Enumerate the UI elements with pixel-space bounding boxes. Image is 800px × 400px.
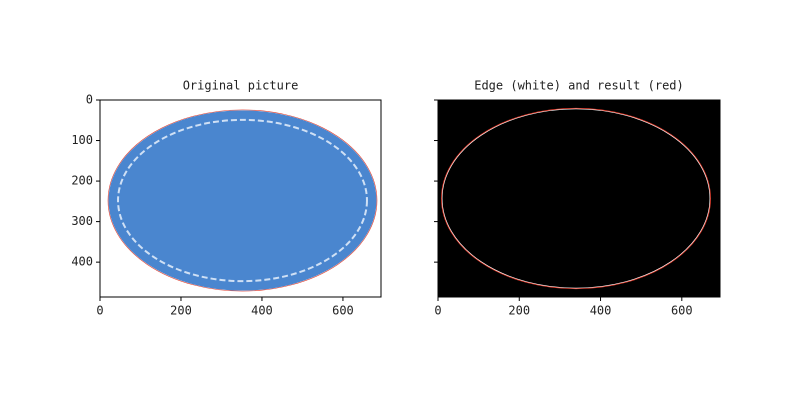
y-tick-label: 400 [71,255,93,269]
edge [441,108,711,289]
stitching [117,118,368,283]
x-tick-label: 0 [96,304,103,318]
y-tick-label: 200 [71,174,93,188]
y-tick-label: 100 [71,133,93,147]
y-tick-label: 0 [86,93,93,107]
result [441,107,711,290]
x-tick-label: 600 [671,304,693,318]
x-tick-label: 200 [170,304,192,318]
axes-frame [99,99,382,298]
patch [108,110,377,291]
x-tick-label: 400 [251,304,273,318]
x-tick-label: 600 [332,304,354,318]
x-tick-label: 0 [434,304,441,318]
result-outline [107,109,378,292]
x-tick-label: 200 [508,304,530,318]
axes-title: Edge (white) and result (red) [474,79,684,93]
axes-frame [437,99,721,298]
y-tick-label: 300 [71,214,93,228]
axes-title: Original picture [183,79,299,93]
x-tick-label: 400 [590,304,612,318]
image-background [438,100,720,297]
